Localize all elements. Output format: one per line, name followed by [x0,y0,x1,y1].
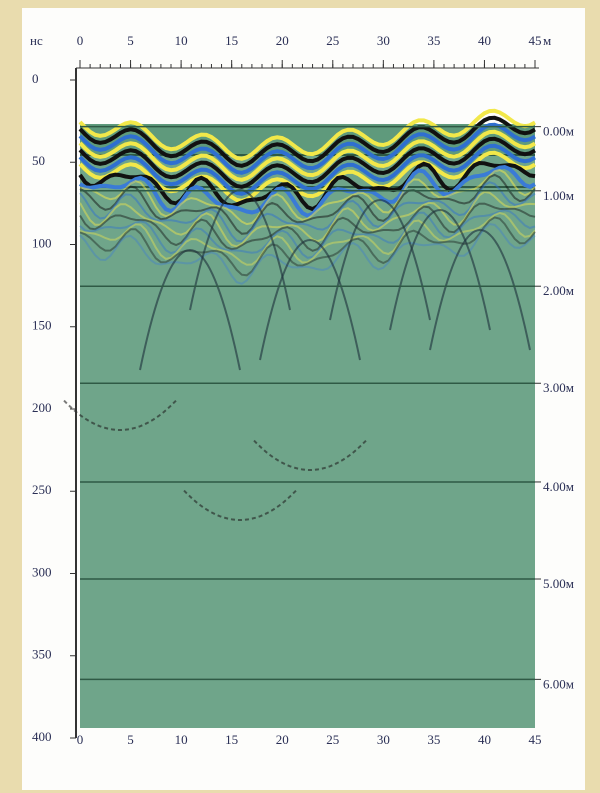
depth-label: 2.00м [543,283,574,298]
radargram [63,108,536,728]
x-tick-label-bottom: 45 [529,732,542,747]
y-unit: нс [30,33,43,48]
depth-label: 6.00м [543,676,574,691]
reflection [78,108,536,161]
y-tick-label: 50 [32,153,45,168]
reflection [79,223,536,285]
reflection [78,143,536,196]
x-tick-label-bottom: 20 [276,732,289,747]
y-tick-label: 200 [32,400,52,415]
x-tick-label-bottom: 10 [175,732,188,747]
y-tick-label: 100 [32,235,52,250]
x-tick-label-bottom: 15 [225,732,238,747]
x-tick-label-top: 25 [326,33,339,48]
y-tick-label: 250 [32,482,52,497]
y-tick-label: 150 [32,318,52,333]
y-tick-label: 300 [32,564,52,579]
x-tick-label-top: 15 [225,33,238,48]
profile-background [80,124,535,728]
hyperbola [139,248,241,371]
y-tick-label: 0 [32,71,39,86]
deep-reflection [183,489,297,522]
x-tick-label-top: 35 [427,33,440,48]
x-tick-label-bottom: 40 [478,732,491,747]
depth-label: 0.00м [543,124,574,139]
hyperbola [389,208,491,331]
reflection [79,216,536,277]
hyperbola [329,198,431,321]
x-unit: м [543,33,551,48]
x-tick-label-bottom: 30 [377,732,390,747]
x-tick-label-top: 0 [77,33,84,48]
x-tick-label-top: 10 [175,33,188,48]
x-tick-label-top: 45 [529,33,542,48]
reflection [78,122,536,175]
x-tick-label-bottom: 25 [326,732,339,747]
y-tick-label: 350 [32,647,52,662]
x-tick-label-bottom: 0 [77,732,84,747]
x-tick-label-top: 20 [276,33,289,48]
deep-reflection [63,399,177,432]
reflection [78,129,536,182]
hyperbola [189,188,291,311]
hyperbola [259,238,361,361]
x-tick-label-bottom: 35 [427,732,440,747]
reflection [79,190,536,248]
reflection [79,181,536,243]
x-tick-label-top: 30 [377,33,390,48]
x-tick-label-top: 5 [127,33,134,48]
reflection [79,168,536,226]
reflection [78,115,536,168]
x-tick-label-bottom: 5 [127,732,134,747]
depth-label: 4.00м [543,479,574,494]
reflection [78,164,536,218]
x-tick-label-top: 40 [478,33,491,48]
reflection [78,136,536,189]
depth-label: 1.00м [543,188,574,203]
reflection [79,173,536,235]
depth-label: 3.00м [543,380,574,395]
hyperbola [429,228,531,351]
y-tick-label: 400 [32,729,52,744]
depth-label: 5.00м [543,576,574,591]
reflection [79,211,536,266]
deep-reflection [253,439,367,472]
